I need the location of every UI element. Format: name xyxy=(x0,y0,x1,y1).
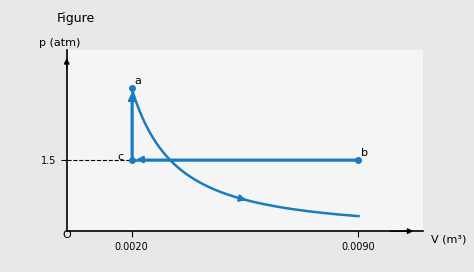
Text: a: a xyxy=(134,76,141,86)
Y-axis label: p (atm): p (atm) xyxy=(39,38,80,48)
X-axis label: V (m³): V (m³) xyxy=(430,235,466,245)
Text: b: b xyxy=(361,148,368,158)
Text: c: c xyxy=(117,152,123,162)
Text: O: O xyxy=(63,230,71,240)
Text: Figure: Figure xyxy=(57,12,95,25)
